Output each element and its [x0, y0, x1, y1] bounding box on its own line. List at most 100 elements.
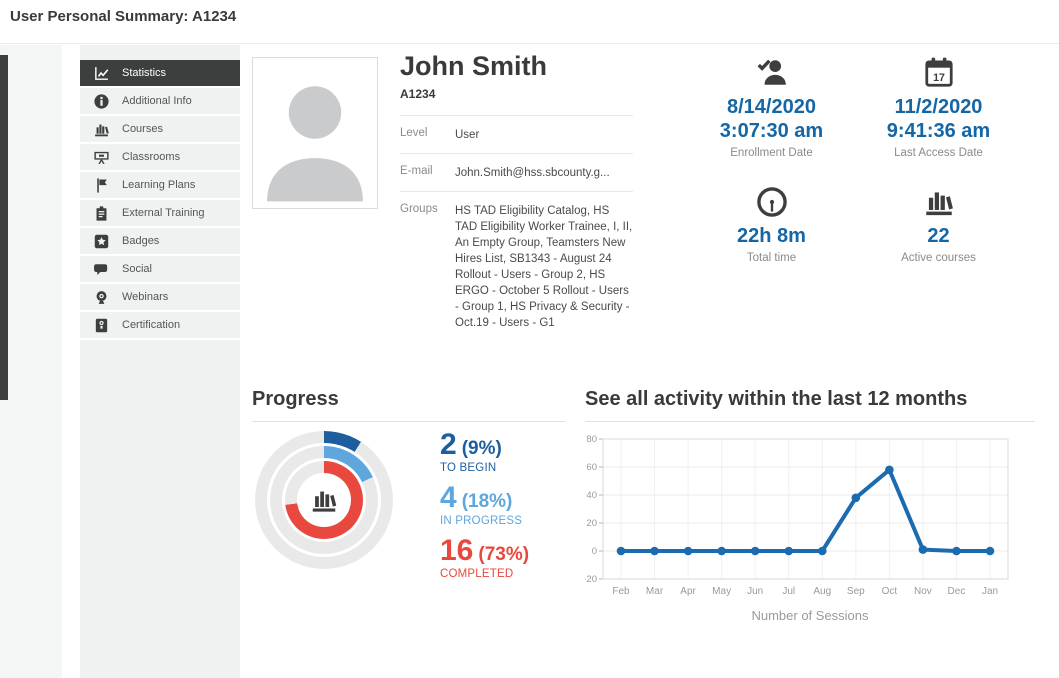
- courses-icon: [93, 121, 110, 138]
- badges-icon: [93, 233, 110, 250]
- stat-value: 22: [927, 225, 950, 247]
- svg-text:60: 60: [586, 462, 597, 473]
- stat-label: Total time: [746, 252, 797, 264]
- courses-icon: [312, 491, 337, 512]
- sidebar-item-label: Statistics: [122, 67, 167, 79]
- sidebar-item-statistics[interactable]: Statistics: [80, 60, 240, 88]
- sidebar-item-badges[interactable]: Badges: [80, 228, 240, 256]
- legend-to-begin: 2 (9%) TO BEGIN: [440, 430, 529, 475]
- percent: (9%): [461, 438, 502, 459]
- calendar-day-number: 17: [933, 72, 945, 84]
- page-header: User Personal Summary: A1234: [0, 0, 1059, 44]
- percent: (18%): [461, 491, 513, 512]
- webinars-icon: [93, 289, 110, 306]
- activity-title: See all activity within the last 12 mont…: [585, 388, 1035, 422]
- svg-text:Sep: Sep: [847, 586, 865, 597]
- calendar-icon: 17: [855, 50, 1022, 90]
- sidebar-item-classrooms[interactable]: Classrooms: [80, 144, 240, 172]
- stat-enrollment-date: 8/14/2020 3:07:30 am Enrollment Date: [688, 50, 855, 159]
- field-value: User: [455, 129, 480, 141]
- progress-title: Progress: [252, 388, 565, 422]
- field-label: E-mail: [400, 165, 433, 177]
- field-value: HS TAD Eligibility Catalog, HS TAD Eligi…: [455, 205, 633, 329]
- svg-text:20: 20: [586, 518, 597, 529]
- sidebar-item-label: External Training: [122, 207, 205, 219]
- label: IN PROGRESS: [440, 515, 523, 527]
- sidebar-menu: Statistics Additional Info Courses Class…: [80, 60, 240, 340]
- profile-fields: Level User E-mail John.Smith@hss.sbcount…: [400, 115, 633, 341]
- avatar: [252, 57, 378, 209]
- classrooms-icon: [93, 149, 110, 166]
- courses-icon: [855, 179, 1022, 219]
- sidebar: Statistics Additional Info Courses Class…: [80, 45, 240, 678]
- avatar-placeholder-icon: [267, 86, 363, 202]
- stat-total-time: 22h 8m Total time: [688, 179, 855, 264]
- percent: (73%): [478, 544, 530, 565]
- progress-legend: 2 (9%) TO BEGIN 4 (18%) IN PROGRESS 16 (73%…: [440, 430, 529, 589]
- left-gutter: [0, 45, 62, 678]
- svg-text:-20: -20: [585, 574, 597, 585]
- label: TO BEGIN: [440, 462, 497, 474]
- stat-last-access-date: 17 11/2/2020 9:41:36 am Last Access Date: [855, 50, 1022, 159]
- svg-text:Oct: Oct: [882, 586, 898, 597]
- sidebar-item-label: Certification: [122, 319, 181, 331]
- sidebar-item-label: Classrooms: [122, 151, 181, 163]
- stat-value: 11/2/2020 9:41:36 am: [886, 96, 991, 142]
- certification-icon: [93, 317, 110, 334]
- profile-summary: John Smith A1234 Level User E-mail John.…: [400, 50, 633, 341]
- profile-field-level: Level User: [400, 115, 633, 153]
- sidebar-item-learning-plans[interactable]: Learning Plans: [80, 172, 240, 200]
- stat-value: 22h 8m: [737, 225, 806, 247]
- svg-text:Aug: Aug: [813, 586, 831, 597]
- svg-text:Feb: Feb: [612, 586, 630, 597]
- svg-text:Nov: Nov: [914, 586, 932, 597]
- field-label: Groups: [400, 203, 438, 215]
- user-id: A1234: [400, 87, 436, 101]
- stat-value: 8/14/2020 3:07:30 am: [719, 96, 824, 142]
- sidebar-item-label: Learning Plans: [122, 179, 196, 191]
- collapsed-menu-strip: [0, 55, 8, 400]
- sidebar-item-label: Badges: [122, 235, 160, 247]
- svg-text:Jul: Jul: [782, 586, 795, 597]
- clock-icon: [688, 179, 855, 219]
- sessions-line-chart: -20 0 20 40 60 80 Feb Mar Apr May Jun Jul Aug Sep Oct N…: [585, 434, 1009, 597]
- progress-donut-chart: [255, 431, 393, 569]
- field-value: John.Smith@hss.sbcounty.g...: [455, 167, 610, 179]
- profile-field-groups: Groups HS TAD Eligibility Catalog, HS TA…: [400, 191, 633, 341]
- external-training-icon: [93, 205, 110, 222]
- stats-grid: 8/14/2020 3:07:30 am Enrollment Date 17 …: [688, 50, 1022, 264]
- sidebar-item-courses[interactable]: Courses: [80, 116, 240, 144]
- sidebar-item-social[interactable]: Social: [80, 256, 240, 284]
- stat-label: Enrollment Date: [730, 147, 813, 159]
- svg-text:Jan: Jan: [982, 586, 998, 597]
- stat-active-courses: 22 Active courses: [855, 179, 1022, 264]
- stat-label: Last Access Date: [894, 147, 983, 159]
- sidebar-item-certification[interactable]: Certification: [80, 312, 240, 340]
- sidebar-item-additional-info[interactable]: Additional Info: [80, 88, 240, 116]
- chart-caption: Number of Sessions: [751, 608, 869, 623]
- sidebar-item-label: Webinars: [122, 291, 169, 303]
- svg-text:Jun: Jun: [747, 586, 763, 597]
- activity-section: See all activity within the last 12 mont…: [585, 388, 1035, 422]
- progress-section: Progress: [252, 388, 565, 422]
- info-icon: [93, 93, 110, 110]
- count: 16: [440, 534, 474, 567]
- learning-plans-icon: [93, 177, 110, 194]
- sidebar-item-label: Additional Info: [122, 95, 192, 107]
- sidebar-item-label: Social: [122, 263, 152, 275]
- svg-text:80: 80: [586, 434, 597, 445]
- legend-completed: 16 (73%) COMPLETED: [440, 534, 530, 581]
- social-icon: [93, 261, 110, 278]
- svg-text:0: 0: [592, 546, 597, 557]
- sidebar-item-external-training[interactable]: External Training: [80, 200, 240, 228]
- legend-in-progress: 4 (18%) IN PROGRESS: [440, 481, 529, 528]
- sidebar-item-label: Courses: [122, 123, 163, 135]
- label: COMPLETED: [440, 568, 514, 580]
- sidebar-item-webinars[interactable]: Webinars: [80, 284, 240, 312]
- count: 4: [440, 481, 457, 514]
- statistics-icon: [93, 65, 110, 82]
- stat-label: Active courses: [901, 252, 976, 264]
- profile-field-email: E-mail John.Smith@hss.sbcounty.g...: [400, 153, 633, 191]
- page-title: User Personal Summary: A1234: [10, 8, 237, 25]
- svg-text:Mar: Mar: [646, 586, 664, 597]
